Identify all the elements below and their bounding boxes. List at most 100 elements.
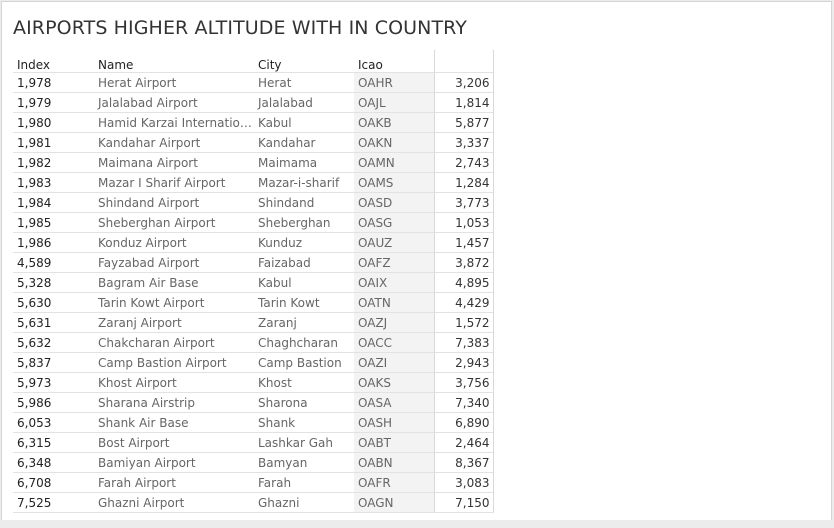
index-cell[interactable]: 4,589 [13, 252, 94, 273]
table-row[interactable]: 5,630 Tarin Kowt Airport Tarin Kowt OATN 4,4… [13, 292, 494, 313]
index-cell[interactable]: 5,973 [13, 372, 94, 393]
value-cell[interactable]: 3,773 [433, 192, 494, 213]
name-cell[interactable]: Hamid Karzai Internation.. [94, 112, 254, 133]
column-header-city[interactable]: City [258, 58, 282, 72]
icao-cell[interactable]: OAZI [354, 352, 434, 373]
name-cell[interactable]: Shindand Airport [94, 192, 254, 213]
index-cell[interactable]: 1,983 [13, 172, 94, 193]
city-cell[interactable]: Herat [254, 72, 354, 93]
table-row[interactable]: 5,328 Bagram Air Base Kabul OAIX 4,895 [13, 272, 494, 293]
index-cell[interactable]: 5,632 [13, 332, 94, 353]
icao-cell[interactable]: OAFZ [354, 252, 434, 273]
table-row[interactable]: 5,631 Zaranj Airport Zaranj OAZJ 1,572 [13, 312, 494, 333]
index-cell[interactable]: 5,837 [13, 352, 94, 373]
icao-cell[interactable]: OAKB [354, 112, 434, 133]
city-cell[interactable]: Kunduz [254, 232, 354, 253]
city-cell[interactable]: Kabul [254, 272, 354, 293]
index-cell[interactable]: 6,053 [13, 412, 94, 433]
table-row[interactable]: 5,973 Khost Airport Khost OAKS 3,756 [13, 372, 494, 393]
icao-cell[interactable]: OAMS [354, 172, 434, 193]
name-cell[interactable]: Chakcharan Airport [94, 332, 254, 353]
index-cell[interactable]: 5,986 [13, 392, 94, 413]
column-header-value[interactable] [433, 50, 494, 73]
index-cell[interactable]: 1,979 [13, 92, 94, 113]
value-cell[interactable]: 1,053 [433, 212, 494, 233]
value-cell[interactable]: 3,206 [433, 72, 494, 93]
index-cell[interactable]: 1,978 [13, 72, 94, 93]
city-cell[interactable]: Kandahar [254, 132, 354, 153]
table-row[interactable]: 1,986 Konduz Airport Kunduz OAUZ 1,457 [13, 232, 494, 253]
table-row[interactable]: 4,589 Fayzabad Airport Faizabad OAFZ 3,872 [13, 252, 494, 273]
column-header-icao[interactable]: Icao [358, 58, 383, 72]
city-cell[interactable]: Ghazni [254, 492, 354, 513]
city-cell[interactable]: Chaghcharan [254, 332, 354, 353]
name-cell[interactable]: Ghazni Airport [94, 492, 254, 513]
icao-cell[interactable]: OASG [354, 212, 434, 233]
value-cell[interactable]: 6,890 [433, 412, 494, 433]
icao-cell[interactable]: OASH [354, 412, 434, 433]
name-cell[interactable]: Shank Air Base [94, 412, 254, 433]
value-cell[interactable]: 5,877 [433, 112, 494, 133]
index-cell[interactable]: 6,315 [13, 432, 94, 453]
table-row[interactable]: 5,986 Sharana Airstrip Sharona OASA 7,340 [13, 392, 494, 413]
icao-cell[interactable]: OATN [354, 292, 434, 313]
icao-cell[interactable]: OABT [354, 432, 434, 453]
city-cell[interactable]: Bamyan [254, 452, 354, 473]
city-cell[interactable]: Zaranj [254, 312, 354, 333]
name-cell[interactable]: Maimana Airport [94, 152, 254, 173]
icao-cell[interactable]: OAKS [354, 372, 434, 393]
value-cell[interactable]: 2,743 [433, 152, 494, 173]
index-cell[interactable]: 1,980 [13, 112, 94, 133]
value-cell[interactable]: 1,572 [433, 312, 494, 333]
name-cell[interactable]: Sheberghan Airport [94, 212, 254, 233]
name-cell[interactable]: Khost Airport [94, 372, 254, 393]
value-cell[interactable]: 4,895 [433, 272, 494, 293]
value-cell[interactable]: 1,814 [433, 92, 494, 113]
city-cell[interactable]: Tarin Kowt [254, 292, 354, 313]
city-cell[interactable]: Sheberghan [254, 212, 354, 233]
icao-cell[interactable]: OAFR [354, 472, 434, 493]
icao-cell[interactable]: OAUZ [354, 232, 434, 253]
table-row[interactable]: 1,982 Maimana Airport Maimama OAMN 2,743 [13, 152, 494, 173]
table-row[interactable]: 5,632 Chakcharan Airport Chaghcharan OACC 7,… [13, 332, 494, 353]
icao-cell[interactable]: OAJL [354, 92, 434, 113]
city-cell[interactable]: Khost [254, 372, 354, 393]
city-cell[interactable]: Faizabad [254, 252, 354, 273]
value-cell[interactable]: 2,943 [433, 352, 494, 373]
icao-cell[interactable]: OAGN [354, 492, 434, 513]
value-cell[interactable]: 7,150 [433, 492, 494, 513]
icao-cell[interactable]: OAMN [354, 152, 434, 173]
name-cell[interactable]: Mazar I Sharif Airport [94, 172, 254, 193]
index-cell[interactable]: 1,982 [13, 152, 94, 173]
value-cell[interactable]: 3,756 [433, 372, 494, 393]
table-row[interactable]: 5,837 Camp Bastion Airport Camp Bastion OAZ… [13, 352, 494, 373]
value-cell[interactable]: 7,340 [433, 392, 494, 413]
value-cell[interactable]: 3,083 [433, 472, 494, 493]
index-cell[interactable]: 6,708 [13, 472, 94, 493]
name-cell[interactable]: Konduz Airport [94, 232, 254, 253]
value-cell[interactable]: 1,284 [433, 172, 494, 193]
column-header-index[interactable]: Index [17, 58, 51, 72]
name-cell[interactable]: Farah Airport [94, 472, 254, 493]
city-cell[interactable]: Camp Bastion [254, 352, 354, 373]
table-row[interactable]: 1,983 Mazar I Sharif Airport Mazar-i-shari… [13, 172, 494, 193]
table-row[interactable]: 1,981 Kandahar Airport Kandahar OAKN 3,337 [13, 132, 494, 153]
value-cell[interactable]: 4,429 [433, 292, 494, 313]
icao-cell[interactable]: OASA [354, 392, 434, 413]
city-cell[interactable]: Sharona [254, 392, 354, 413]
index-cell[interactable]: 6,348 [13, 452, 94, 473]
value-cell[interactable]: 7,383 [433, 332, 494, 353]
index-cell[interactable]: 1,986 [13, 232, 94, 253]
icao-cell[interactable]: OABN [354, 452, 434, 473]
value-cell[interactable]: 1,457 [433, 232, 494, 253]
table-row[interactable]: 7,525 Ghazni Airport Ghazni OAGN 7,150 [13, 492, 494, 513]
value-cell[interactable]: 2,464 [433, 432, 494, 453]
name-cell[interactable]: Sharana Airstrip [94, 392, 254, 413]
index-cell[interactable]: 1,985 [13, 212, 94, 233]
index-cell[interactable]: 7,525 [13, 492, 94, 513]
city-cell[interactable]: Shindand [254, 192, 354, 213]
value-cell[interactable]: 8,367 [433, 452, 494, 473]
table-row[interactable]: 6,053 Shank Air Base Shank OASH 6,890 [13, 412, 494, 433]
table-row[interactable]: 1,978 Herat Airport Herat OAHR 3,206 [13, 72, 494, 93]
city-cell[interactable]: Kabul [254, 112, 354, 133]
